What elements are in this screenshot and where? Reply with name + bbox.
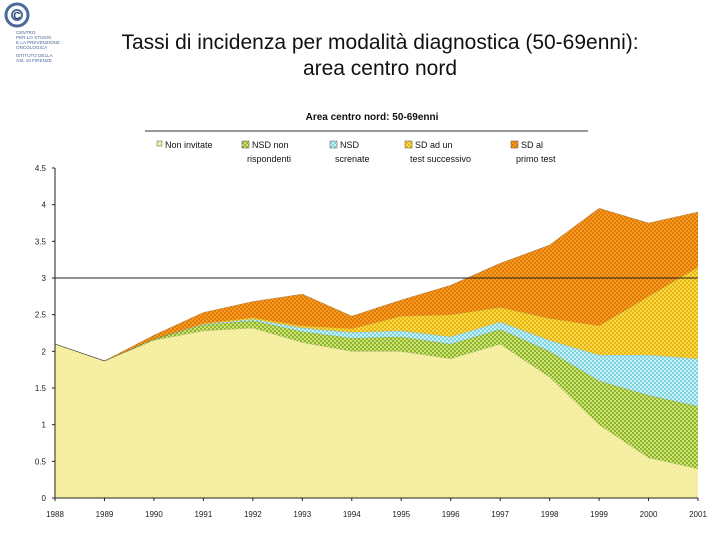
logo-line: CENTRO	[16, 30, 36, 35]
legend-label: NSD	[340, 140, 360, 150]
y-tick-label: 4	[42, 201, 47, 210]
chart-legend: Non invitate NSD non rispondenti NSD screnat…	[156, 140, 556, 164]
x-tick-label: 1997	[491, 510, 509, 519]
area-nsd-screnate	[55, 319, 698, 407]
x-tick-label: 1990	[145, 510, 163, 519]
legend-swatch-non-invitate	[156, 140, 163, 147]
chart-axes: 0 0.5 1 1.5 2 2.5 3 3.5 4 4.5 1988 1989 1990 1991 1992…	[35, 164, 708, 519]
y-tick-label: 3.5	[35, 237, 47, 246]
x-tick-label: 1995	[392, 510, 410, 519]
area-sd-ad-un-test-successivo	[55, 267, 698, 361]
legend-swatch-nsd-screnate	[329, 140, 338, 149]
logo-monogram: C	[13, 11, 20, 22]
slide-title: Tassi di incidenza per modalità diagnost…	[60, 30, 700, 82]
legend-swatch-nsd-non-rispondenti	[241, 140, 250, 149]
y-tick-label: 3	[42, 274, 47, 283]
x-tick-label: 2000	[640, 510, 658, 519]
logo-line: E LA PREVENZIONE	[16, 40, 60, 45]
x-tick-label: 2001	[689, 510, 707, 519]
area-non-invitate	[55, 327, 698, 498]
incidence-chart: Area centro nord: 50-69enni Non invitate…	[0, 100, 720, 540]
y-tick-label: 1	[42, 421, 47, 430]
incidence-chart-svg: Area centro nord: 50-69enni Non invitate…	[35, 112, 708, 519]
y-tick-label: 1.5	[35, 384, 47, 393]
y-tick-label: 0.5	[35, 457, 47, 466]
logo-line: ASL 10 FIRENZE	[16, 58, 52, 63]
legend-label: SD al	[521, 140, 543, 150]
x-tick-label: 1998	[541, 510, 559, 519]
x-tick-label: 1988	[46, 510, 64, 519]
chart-areas	[54, 207, 699, 498]
area-nsd-non-rispondenti	[55, 320, 698, 469]
x-tick-label: 1992	[244, 510, 262, 519]
chart-title: Area centro nord: 50-69enni	[306, 112, 439, 123]
x-tick-label: 1996	[442, 510, 460, 519]
y-tick-label: 0	[42, 494, 47, 503]
legend-swatch-sd-al-primo-test	[510, 140, 519, 149]
legend-label: NSD non	[252, 140, 289, 150]
slide-title-line-1: Tassi di incidenza per modalità diagnost…	[121, 31, 639, 54]
cspo-logo-image: C CENTRO PER LO STUDIO E LA PREVENZIONE …	[4, 2, 60, 63]
x-tick-label: 1999	[590, 510, 608, 519]
x-tick-label: 1991	[194, 510, 212, 519]
logo-line: PER LO STUDIO	[16, 35, 52, 40]
legend-label: primo test	[516, 154, 556, 164]
x-tick-label: 1989	[96, 510, 114, 519]
x-tick-label: 1993	[293, 510, 311, 519]
legend-swatch-sd-ad-un-test-successivo	[404, 140, 413, 149]
legend-label: SD ad un	[415, 140, 453, 150]
area-edge-sd-al-primo-test	[54, 207, 699, 362]
cspo-logo: C CENTRO PER LO STUDIO E LA PREVENZIONE …	[0, 0, 66, 70]
slide-title-line-2: area centro nord	[302, 57, 458, 80]
area-sd-al-primo-test	[55, 208, 698, 361]
legend-label: screnate	[335, 154, 370, 164]
y-tick-label: 2	[42, 347, 47, 356]
legend-label: Non invitate	[165, 140, 213, 150]
logo-line: ISTITUTO DELLA	[16, 53, 54, 58]
x-tick-label: 1994	[343, 510, 361, 519]
y-tick-label: 4.5	[35, 164, 47, 173]
y-tick-label: 2.5	[35, 311, 47, 320]
legend-label: rispondenti	[247, 154, 291, 164]
logo-line: ONCOLOGICA	[16, 45, 48, 50]
legend-label: test successivo	[410, 154, 471, 164]
